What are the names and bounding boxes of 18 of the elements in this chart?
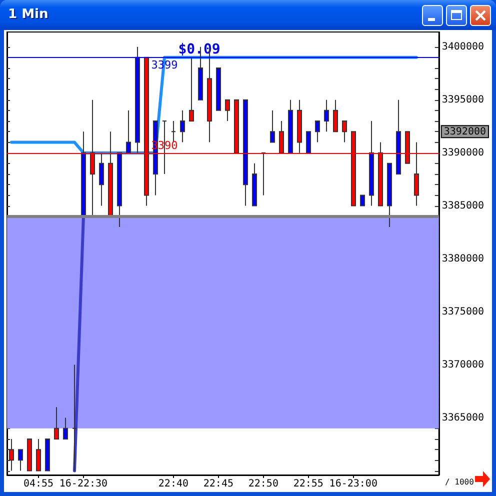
y-tick-label: 3392000 (444, 126, 486, 138)
x-tick-label: 04:55 (23, 478, 54, 490)
x-tick-label: 16-23:00 (329, 478, 378, 490)
y-tick-label: 3370000 (442, 359, 484, 370)
chart-title: 1 Min (8, 7, 48, 22)
text: / 1000 (445, 478, 474, 486)
y-tick-label: 3385000 (442, 200, 484, 212)
x-tick-label: 22:40 (158, 478, 188, 490)
x-tick-label: 22:55 (293, 478, 324, 490)
y-tick-label: 3380000 (442, 253, 484, 264)
y-tick-label: 3375000 (442, 306, 484, 318)
x-tick-label: 16-22:30 (59, 478, 108, 490)
y-tick-label: 3365000 (442, 412, 484, 424)
y-tick-label: 3390000 (442, 147, 484, 158)
x-tick-label: 22:45 (203, 478, 234, 490)
y-tick-label: 3400000 (442, 41, 484, 52)
y-tick-label: 3395000 (442, 94, 484, 106)
x-tick-label: 22:50 (248, 478, 278, 490)
